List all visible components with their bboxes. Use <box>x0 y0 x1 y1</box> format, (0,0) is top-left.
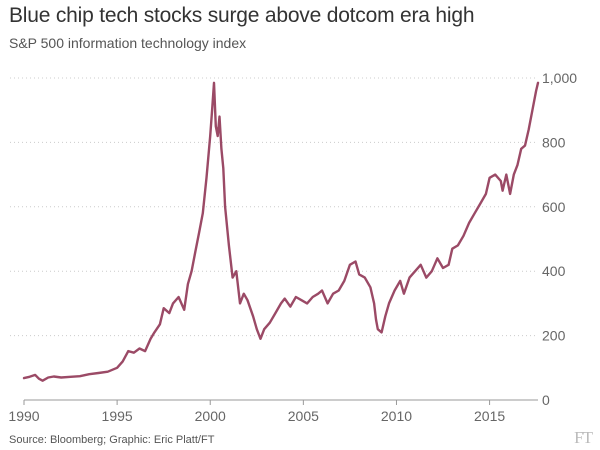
x-tick-label: 1995 <box>102 408 133 424</box>
tick-labels: 0 200 400 600 800 1,000 1990 1995 2000 2005 2010 20… <box>8 70 577 424</box>
y-tick-label: 600 <box>542 199 566 215</box>
x-axis <box>23 399 538 405</box>
x-tick-label: 1990 <box>8 408 39 424</box>
x-tick-label: 2010 <box>381 408 412 424</box>
x-tick-label: 2005 <box>288 408 319 424</box>
x-tick-label: 2015 <box>474 408 505 424</box>
y-tick-label: 400 <box>542 263 566 279</box>
series-line <box>22 81 540 382</box>
x-tick-label: 2000 <box>195 408 226 424</box>
chart-subtitle: S&P 500 information technology index <box>9 35 247 51</box>
y-tick-label: 1,000 <box>542 70 577 86</box>
chart-title: Blue chip tech stocks surge above dotcom… <box>9 4 475 27</box>
ft-logo: FT <box>574 428 593 447</box>
y-tick-label: 0 <box>542 392 550 408</box>
y-tick-label: 200 <box>542 328 566 344</box>
gridlines <box>10 77 538 337</box>
source-note: Source: Bloomberg; Graphic: Eric Platt/F… <box>9 434 215 446</box>
series-layer <box>22 81 540 382</box>
y-tick-label: 800 <box>542 134 566 150</box>
